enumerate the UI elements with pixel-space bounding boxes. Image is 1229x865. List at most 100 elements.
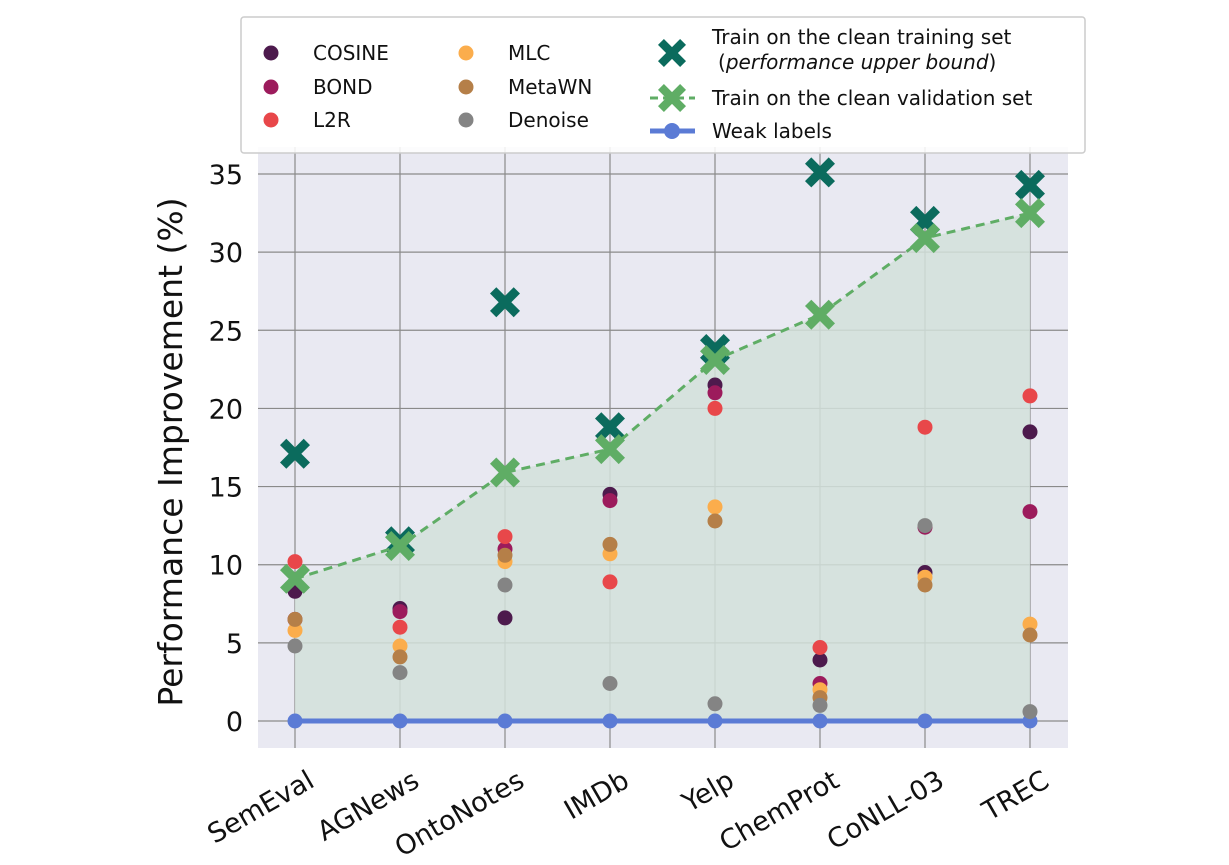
legend-label-bond: BOND <box>313 75 372 99</box>
weak-labels-point <box>392 713 408 729</box>
legend-label-validation: Train on the clean validation set <box>711 86 1032 110</box>
x-tick-label: SemEval <box>203 765 320 850</box>
legend-x-marker-train-clean <box>658 39 686 67</box>
legend-dot-l2r <box>263 112 279 128</box>
legend-column-2: MLC MetaWN Denoise <box>458 41 592 132</box>
point-validation <box>1015 198 1045 229</box>
point-mlc <box>1022 616 1038 632</box>
point-train-clean <box>805 157 835 188</box>
y-tick-label: 15 <box>209 473 243 504</box>
point-validation <box>910 223 940 254</box>
point-validation <box>595 434 625 465</box>
legend: COSINE BOND L2R MLC MetaWN Denoise Train on … <box>240 16 1086 154</box>
legend-column-1: COSINE BOND L2R <box>263 41 389 132</box>
weak-labels-point <box>497 713 513 729</box>
y-tick-label: 30 <box>209 238 243 269</box>
weak-labels-point <box>287 713 303 729</box>
data-marks <box>280 157 1045 729</box>
weak-labels-point <box>707 713 723 729</box>
point-validation <box>700 345 730 375</box>
legend-label-cosine: COSINE <box>313 41 389 65</box>
legend-label-mlc: MLC <box>508 41 550 65</box>
y-axis-label: Performance Improvement (%) <box>151 197 190 706</box>
point-cosine <box>1022 424 1038 440</box>
point-mlc <box>287 622 303 638</box>
legend-label-train-clean: Train on the clean training set <box>711 25 1012 49</box>
point-l2r <box>1022 388 1038 404</box>
point-denoise <box>917 518 933 534</box>
point-denoise <box>392 665 408 681</box>
point-train-clean <box>595 412 625 443</box>
y-tick-label: 20 <box>209 394 243 425</box>
legend-dot-mlc <box>458 45 474 61</box>
point-bond <box>707 385 723 401</box>
point-l2r <box>917 419 933 435</box>
point-denoise <box>287 638 303 654</box>
y-tick-label: 5 <box>226 629 243 660</box>
weak-labels-point <box>917 713 933 729</box>
point-metawn <box>602 536 618 552</box>
legend-label-denoise: Denoise <box>508 108 589 132</box>
x-tick-label: Yelp <box>676 765 739 819</box>
point-bond <box>602 493 618 509</box>
point-validation <box>490 457 520 488</box>
point-bond <box>1022 504 1038 520</box>
point-l2r <box>392 619 408 635</box>
legend-entry-validation: Train on the clean validation set <box>650 84 1032 112</box>
point-metawn <box>287 611 303 627</box>
legend-entry-train-clean: Train on the clean training set (perform… <box>658 25 1012 74</box>
point-train-clean <box>280 438 310 469</box>
x-tick-label: TREC <box>976 765 1054 828</box>
point-validation <box>805 299 835 330</box>
point-denoise <box>812 697 828 713</box>
legend-label-weak: Weak labels <box>712 119 832 143</box>
point-metawn <box>497 547 513 563</box>
point-mlc <box>707 499 723 515</box>
point-mlc <box>392 638 408 654</box>
legend-paren-close: ) <box>989 50 997 74</box>
point-l2r <box>707 400 723 416</box>
point-l2r <box>497 529 513 545</box>
validation-fill-area <box>295 213 1030 721</box>
point-train-clean <box>490 287 520 318</box>
point-train-clean <box>1015 169 1045 200</box>
y-tick-label: 35 <box>209 160 243 191</box>
legend-dot-denoise <box>458 112 474 128</box>
legend-label-upper-bound: (performance upper bound) <box>718 50 996 74</box>
weak-labels-point <box>602 713 618 729</box>
legend-dot-bond <box>263 79 279 95</box>
point-l2r <box>287 554 303 570</box>
point-denoise <box>707 696 723 712</box>
legend-label-metawn: MetaWN <box>508 75 592 99</box>
weak-labels-point <box>812 713 828 729</box>
y-tick-label: 25 <box>209 316 243 347</box>
point-validation <box>280 563 310 594</box>
point-denoise <box>497 577 513 593</box>
y-tick-label: 10 <box>209 551 243 582</box>
point-denoise <box>1022 704 1038 720</box>
point-metawn <box>917 577 933 593</box>
validation-line <box>294 211 1031 581</box>
point-metawn <box>392 649 408 665</box>
legend-paren-open: ( <box>718 50 726 74</box>
legend-entry-weak: Weak labels <box>650 119 832 143</box>
legend-label-l2r: L2R <box>313 108 351 132</box>
point-denoise <box>602 676 618 691</box>
x-tick-label: IMDb <box>559 765 634 826</box>
legend-dot-cosine <box>263 45 279 61</box>
point-validation <box>385 531 415 561</box>
point-cosine <box>497 610 513 626</box>
point-metawn <box>707 513 723 529</box>
point-bond <box>392 604 408 620</box>
y-tick-label: 0 <box>226 707 243 738</box>
point-cosine <box>812 652 828 668</box>
x-tick-label: CoNLL-03 <box>822 765 949 856</box>
x-tick-label: ChemProt <box>714 765 844 858</box>
legend-dot-weak <box>664 123 680 139</box>
legend-upper-bound-italic: performance upper bound <box>725 50 989 74</box>
legend-x-marker-validation <box>658 84 686 112</box>
y-tick-labels: 0 5 10 15 20 25 30 35 <box>209 160 243 738</box>
legend-dot-metawn <box>458 79 474 95</box>
